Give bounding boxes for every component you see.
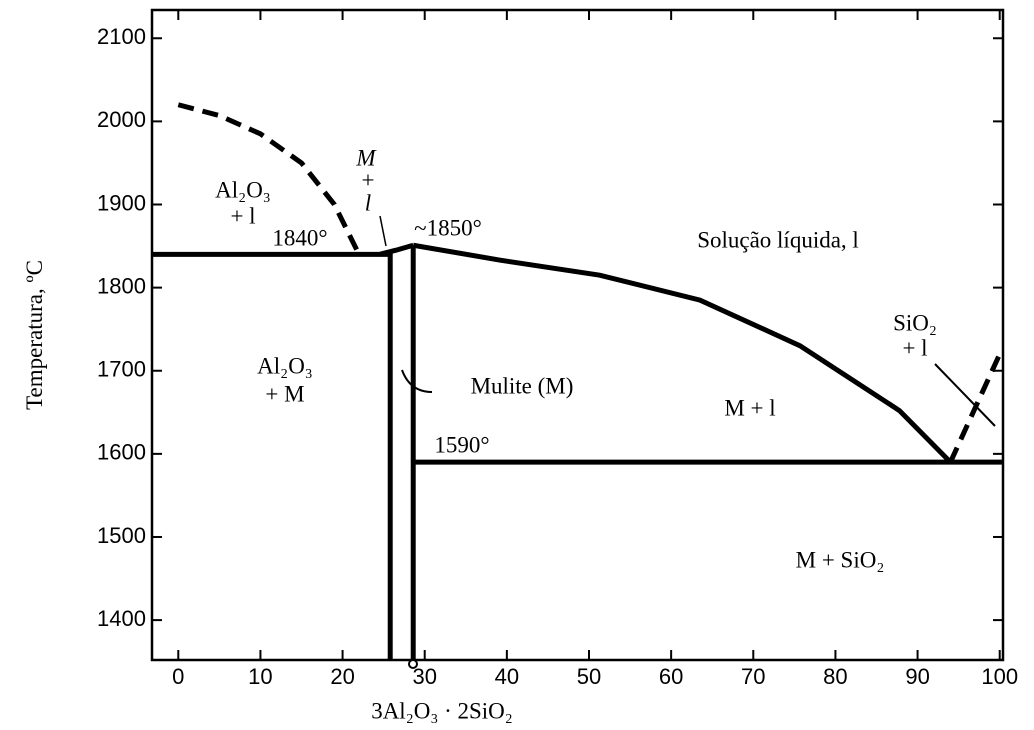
y-tick-label: 1400 — [97, 606, 146, 631]
phase-boundary — [378, 242, 414, 257]
y-tick-label: 1500 — [97, 523, 146, 548]
region-label: 3Al₂O₃ · 2SiO₂ — [371, 698, 513, 723]
phase-boundary — [177, 102, 362, 256]
region-label: + — [362, 167, 375, 192]
phase-boundary — [412, 242, 953, 464]
region-label: Al₂O₃ — [257, 353, 313, 378]
region-label: SiO₂ — [893, 310, 937, 335]
phase-boundary — [948, 353, 1002, 464]
x-tick-label: 90 — [905, 664, 929, 689]
region-label: M + SiO₂ — [796, 547, 885, 572]
region-label: 1590° — [434, 432, 489, 457]
region-label: M + l — [724, 395, 775, 420]
y-tick-label: 1900 — [97, 190, 146, 215]
region-label: 1840° — [272, 225, 327, 250]
region-label: M — [355, 145, 377, 170]
y-tick-label: 1700 — [97, 357, 146, 382]
plot-frame — [150, 8, 1005, 662]
region-label: + M — [265, 381, 304, 406]
y-tick-label: 1600 — [97, 440, 146, 465]
x-tick-label: 30 — [412, 664, 436, 689]
x-tick-label: 0 — [172, 664, 184, 689]
leader-line — [401, 369, 433, 393]
region-label: + l — [230, 203, 255, 228]
x-tick-label: 60 — [659, 664, 683, 689]
leader-line — [379, 215, 387, 247]
y-tick-label: 1800 — [97, 273, 146, 298]
y-tick-label: 2000 — [97, 107, 146, 132]
x-tick-label: 50 — [577, 664, 601, 689]
x-tick-label: 80 — [823, 664, 847, 689]
region-label: Al₂O₃ — [215, 177, 271, 202]
region-label: Mulite (M) — [471, 373, 574, 398]
x-tick-label: 20 — [330, 664, 354, 689]
region-label: ~1850° — [414, 215, 482, 240]
x-tick-label: 100 — [981, 664, 1018, 689]
x-tick-label: 40 — [495, 664, 519, 689]
x-tick-label: 10 — [248, 664, 272, 689]
y-axis-label: Temperatura, ºC — [22, 260, 47, 410]
y-tick-label: 2100 — [97, 24, 146, 49]
region-label: Solução líquida, l — [697, 227, 859, 252]
x-tick-label: 70 — [741, 664, 765, 689]
leader-line — [934, 363, 996, 427]
region-label: + l — [902, 335, 927, 360]
region-label: l — [365, 190, 371, 215]
